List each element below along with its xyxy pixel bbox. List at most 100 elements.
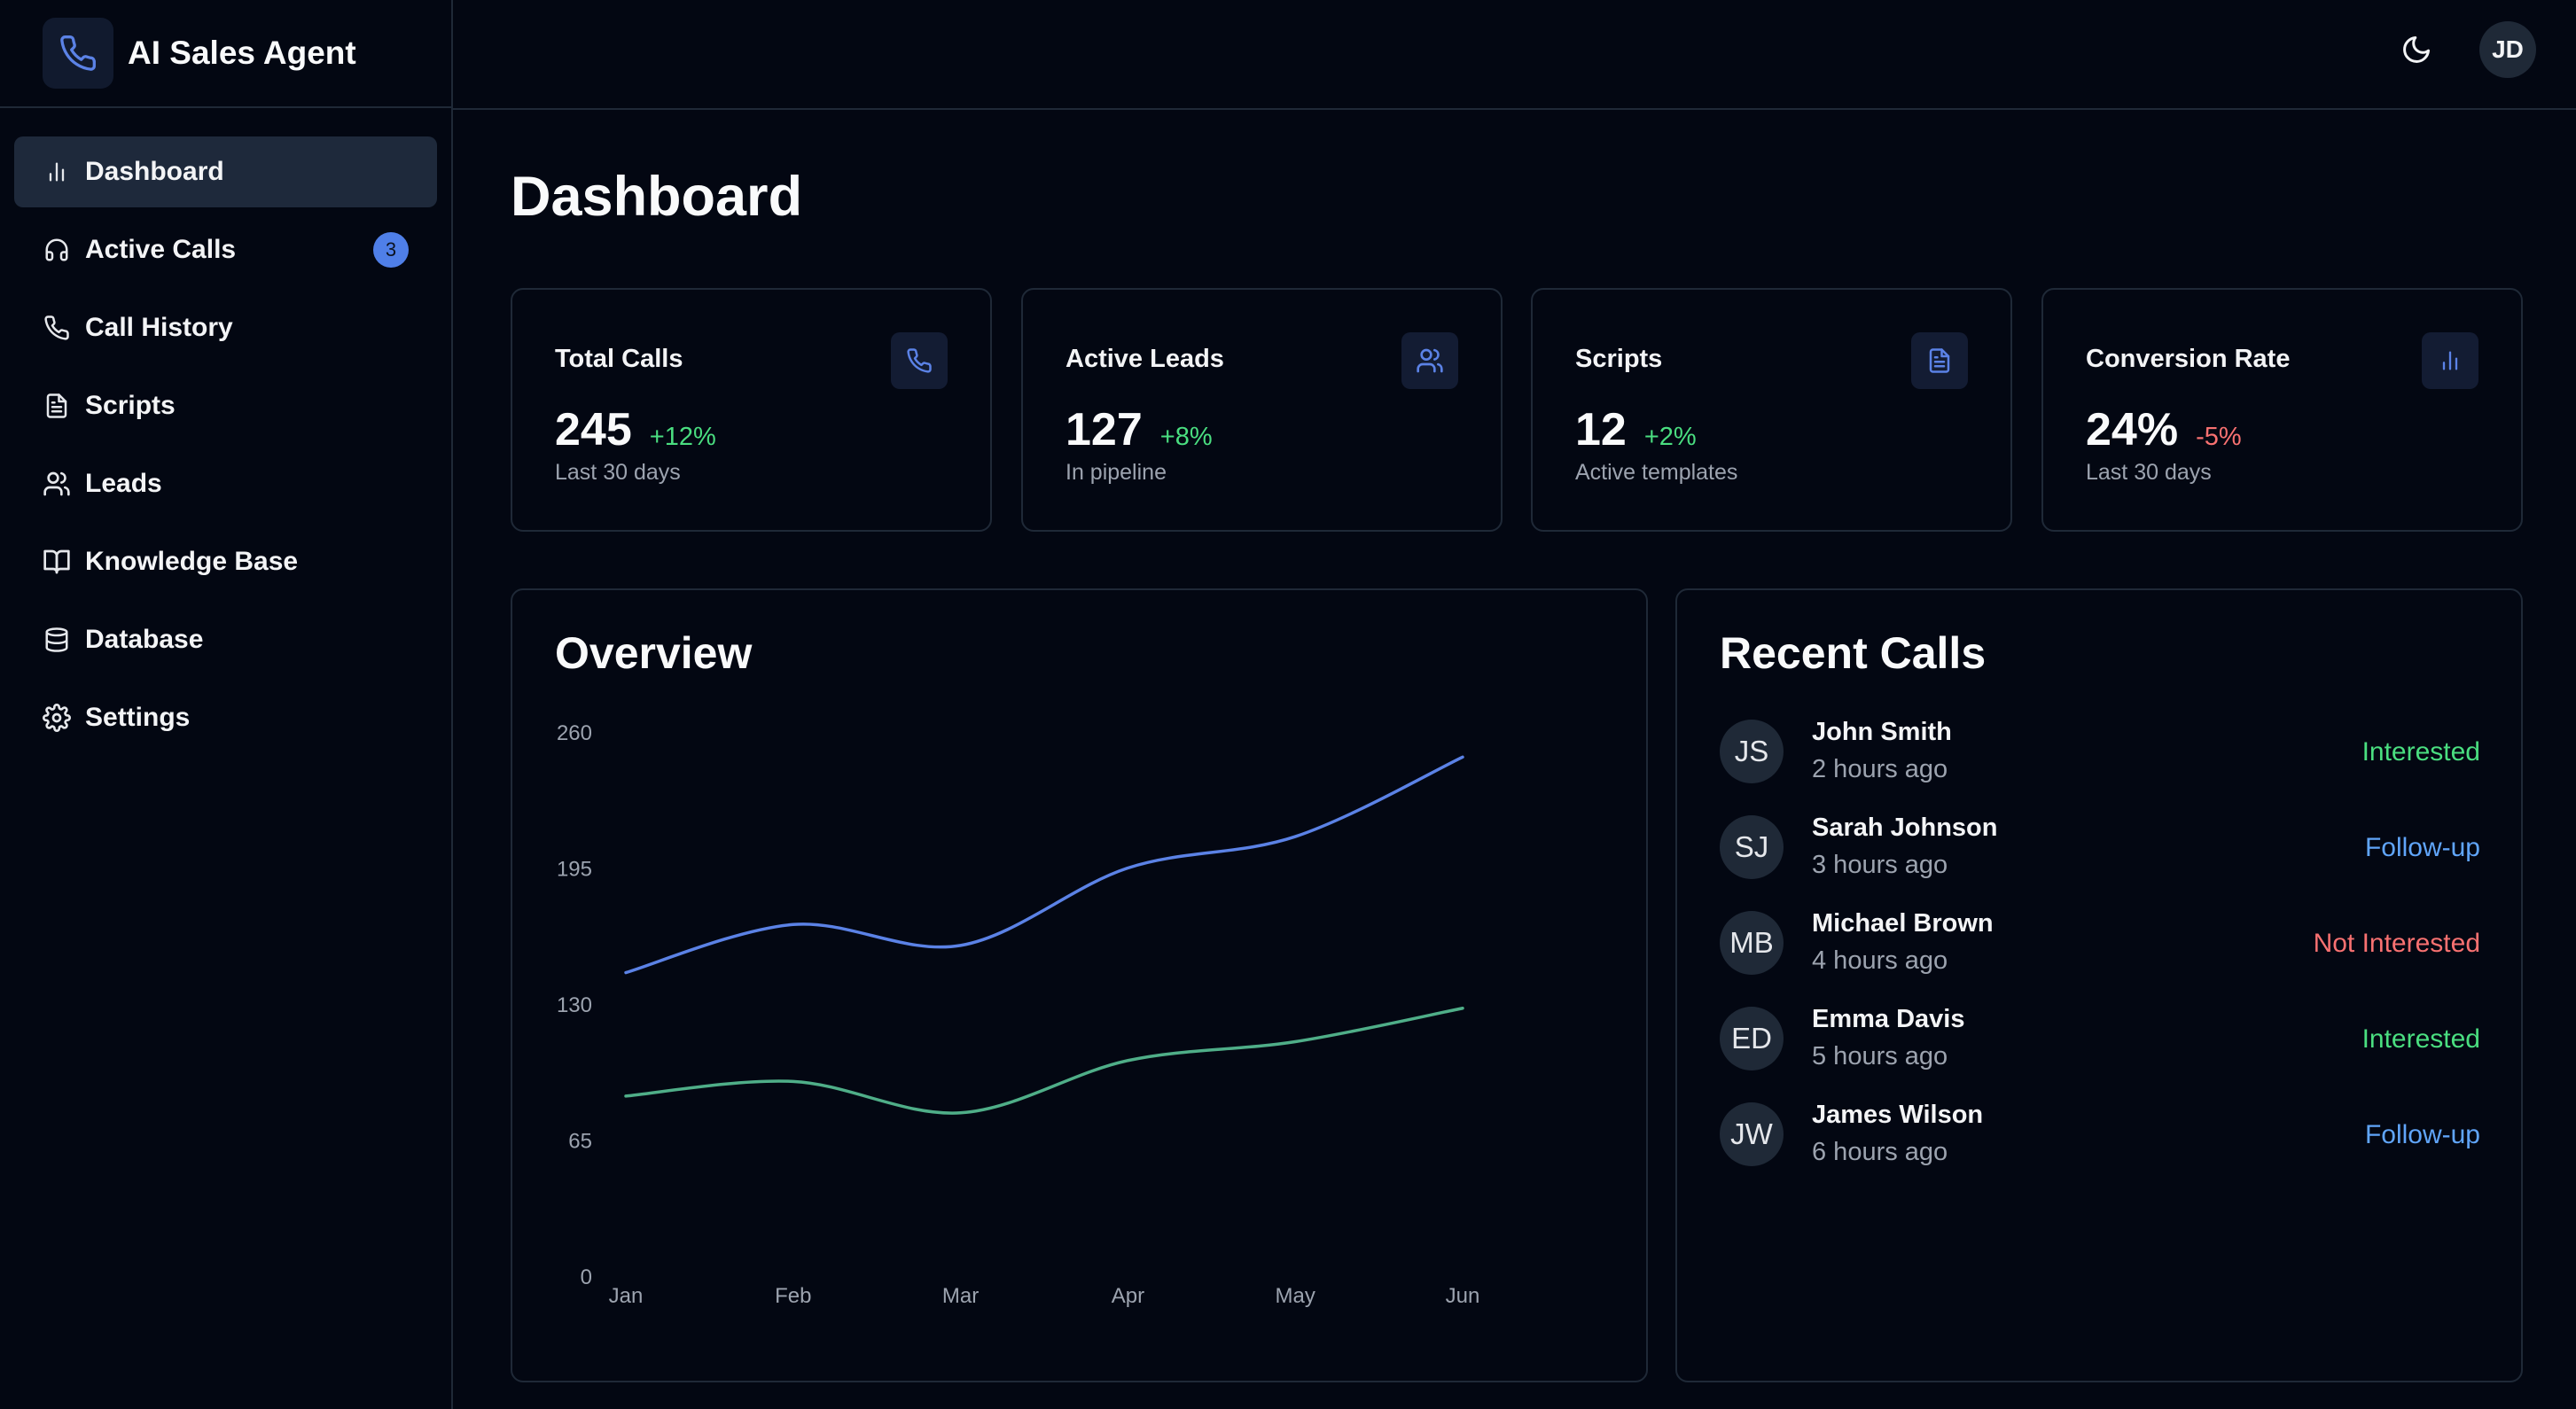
brand: AI Sales Agent: [0, 0, 451, 108]
page-title: Dashboard: [511, 166, 803, 228]
caller-avatar: MB: [1720, 911, 1784, 975]
moon-icon: [2403, 36, 2430, 63]
call-status: Not Interested: [2313, 929, 2480, 958]
caller-name: Michael Brown: [1812, 909, 1994, 938]
sidebar-item-scripts[interactable]: Scripts: [14, 370, 437, 441]
file-text-icon: [43, 392, 71, 420]
overview-title: Overview: [555, 628, 753, 678]
x-tick-label: Feb: [775, 1284, 811, 1308]
stat-change: -5%: [2196, 423, 2242, 451]
stat-change: +2%: [1643, 423, 1697, 451]
call-status: Follow-up: [2364, 833, 2480, 862]
y-tick-label: 130: [557, 993, 592, 1017]
bar-chart-icon: [43, 158, 71, 186]
call-status: Interested: [2361, 737, 2480, 767]
x-tick-label: Apr: [1112, 1284, 1144, 1308]
sidebar-item-call-history[interactable]: Call History: [14, 292, 437, 363]
y-tick-label: 0: [581, 1265, 592, 1289]
user-avatar[interactable]: JD: [2479, 21, 2536, 78]
caller-avatar: JS: [1720, 720, 1784, 783]
stat-value-row: 12 +2%: [1575, 403, 1697, 456]
stat-change: +8%: [1159, 423, 1213, 451]
stat-value: 245: [555, 404, 632, 455]
stat-value-row: 127 +8%: [1066, 403, 1213, 456]
sidebar-item-label: Call History: [85, 313, 233, 342]
caller-name: Sarah Johnson: [1812, 813, 1998, 842]
overview-panel: Overview 0 65 130 195 260 Jan Feb Mar Apr May Jun: [511, 588, 1648, 1382]
stat-value: 127: [1066, 404, 1143, 455]
stat-value: 24%: [2086, 404, 2179, 455]
series-line-1: [624, 755, 1464, 975]
recent-call-row[interactable]: MB Michael Brown 4 hours ago Not Interes…: [1720, 909, 2480, 975]
recent-calls-panel: Recent Calls JS John Smith 2 hours ago I…: [1675, 588, 2523, 1382]
y-tick-label: 260: [557, 721, 592, 745]
active-calls-badge: 3: [373, 232, 409, 268]
sidebar-item-leads[interactable]: Leads: [14, 448, 437, 519]
caller-name: Emma Davis: [1812, 1005, 1965, 1033]
stat-card-conversion-rate: Conversion Rate 24% -5% Last 30 days: [2041, 288, 2523, 532]
call-status: Follow-up: [2364, 1120, 2480, 1149]
stat-subtitle: Active templates: [1575, 460, 1738, 485]
recent-call-row[interactable]: JS John Smith 2 hours ago Interested: [1720, 718, 2480, 783]
call-time: 4 hours ago: [1812, 946, 1948, 975]
stat-value-row: 245 +12%: [555, 403, 716, 456]
sidebar-item-label: Database: [85, 625, 204, 654]
users-icon: [43, 470, 71, 498]
stat-card-scripts: Scripts 12 +2% Active templates: [1531, 288, 2012, 532]
caller-avatar: SJ: [1720, 815, 1784, 879]
sidebar-item-dashboard[interactable]: Dashboard: [14, 136, 437, 207]
sidebar-item-settings[interactable]: Settings: [14, 682, 437, 753]
caller-avatar: JW: [1720, 1102, 1784, 1166]
caller-name: John Smith: [1812, 718, 1952, 746]
phone-icon: [43, 314, 71, 342]
sidebar-item-label: Dashboard: [85, 157, 224, 186]
file-text-icon: [1911, 332, 1968, 389]
sidebar-item-label: Active Calls: [85, 235, 237, 264]
call-time: 6 hours ago: [1812, 1138, 1948, 1166]
sidebar-item-label: Settings: [85, 703, 191, 732]
y-tick-label: 195: [557, 858, 592, 882]
gear-icon: [43, 704, 71, 732]
users-icon: [1401, 332, 1458, 389]
stat-card-active-leads: Active Leads 127 +8% In pipeline: [1021, 288, 1503, 532]
caller-avatar: ED: [1720, 1007, 1784, 1070]
database-icon: [43, 626, 71, 654]
stat-subtitle: In pipeline: [1066, 460, 1167, 485]
call-time: 5 hours ago: [1812, 1042, 1948, 1070]
book-open-icon: [43, 548, 71, 576]
recent-call-row[interactable]: JW James Wilson 6 hours ago Follow-up: [1720, 1101, 2480, 1166]
phone-icon: [60, 35, 96, 71]
stat-label: Active Leads: [1066, 345, 1224, 373]
call-time: 2 hours ago: [1812, 755, 1948, 783]
stat-label: Conversion Rate: [2086, 345, 2291, 373]
series-line-2: [624, 1006, 1464, 1115]
overview-chart: 0 65 130 195 260 Jan Feb Mar Apr May Jun: [557, 721, 1479, 1308]
stat-subtitle: Last 30 days: [2086, 460, 2212, 485]
stat-label: Scripts: [1575, 345, 1663, 373]
top-bar: [453, 0, 2576, 110]
recent-call-row[interactable]: ED Emma Davis 5 hours ago Interested: [1720, 1005, 2480, 1070]
theme-toggle-button[interactable]: [2399, 32, 2434, 67]
x-tick-label: Mar: [942, 1284, 979, 1308]
stat-value: 12: [1575, 404, 1627, 455]
stat-card-total-calls: Total Calls 245 +12% Last 30 days: [511, 288, 992, 532]
brand-logo[interactable]: [43, 18, 113, 89]
sidebar-item-knowledge-base[interactable]: Knowledge Base: [14, 526, 437, 597]
stat-label: Total Calls: [555, 345, 683, 373]
phone-icon: [891, 332, 948, 389]
stat-value-row: 24% -5%: [2086, 403, 2242, 456]
stat-subtitle: Last 30 days: [555, 460, 681, 485]
sidebar-item-active-calls[interactable]: Active Calls 3: [14, 214, 437, 285]
sidebar-item-label: Scripts: [85, 391, 176, 420]
caller-name: James Wilson: [1812, 1101, 1984, 1129]
recent-call-row[interactable]: SJ Sarah Johnson 3 hours ago Follow-up: [1720, 813, 2480, 879]
headphones-icon: [43, 236, 71, 264]
sidebar-item-label: Leads: [85, 469, 162, 498]
sidebar-nav: Dashboard Active Calls 3 Call History Sc…: [0, 108, 451, 789]
call-time: 3 hours ago: [1812, 851, 1948, 879]
sidebar: AI Sales Agent Dashboard Active Calls 3 …: [0, 0, 453, 1409]
sidebar-item-database[interactable]: Database: [14, 604, 437, 675]
x-tick-label: Jan: [609, 1284, 644, 1308]
stat-change: +12%: [649, 423, 716, 451]
sidebar-item-label: Knowledge Base: [85, 547, 299, 576]
